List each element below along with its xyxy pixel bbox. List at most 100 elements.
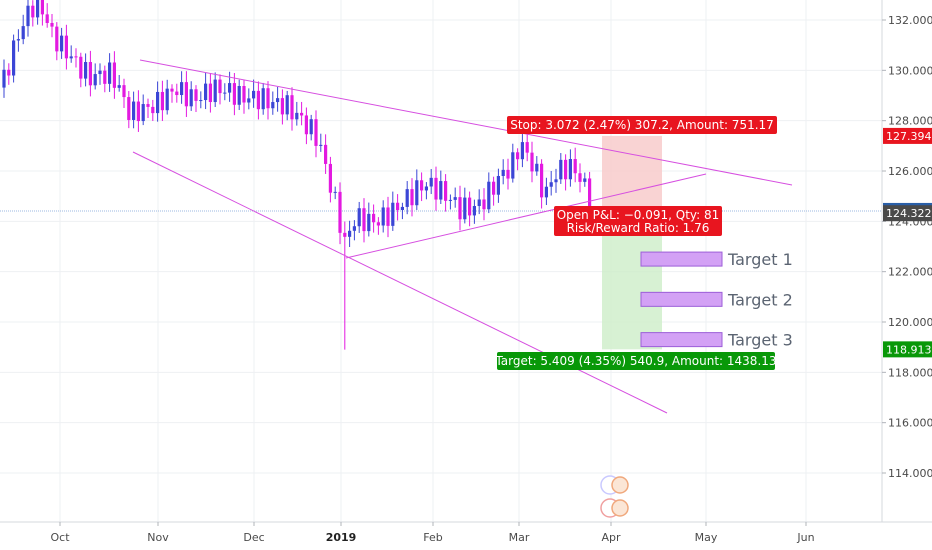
candle-body <box>160 91 164 111</box>
time-axis-bg <box>0 522 932 550</box>
price-badge-label: 124.322 <box>886 207 932 220</box>
target-boxes[interactable]: Target 1 Target 2 Target 3 <box>640 250 793 350</box>
target-box-2[interactable] <box>640 291 723 307</box>
candle-body <box>439 181 443 200</box>
candle-body <box>88 62 92 86</box>
time-tick-label: Oct <box>50 531 70 544</box>
candle-body <box>516 152 520 160</box>
candle-body <box>338 191 342 233</box>
stop-label-text: Stop: 3.072 (2.47%) 307.2, Amount: 751.1… <box>510 118 774 132</box>
event-icons[interactable] <box>600 475 629 518</box>
time-tick-label: 2019 <box>326 531 357 544</box>
candle-body <box>525 142 529 153</box>
candle-body <box>367 213 371 232</box>
candle-body <box>247 98 251 103</box>
candle-body <box>141 104 145 122</box>
candle-body <box>228 83 232 93</box>
candle-body <box>583 178 587 182</box>
candle-body <box>376 222 380 226</box>
candle-body <box>468 197 472 216</box>
price-badge-label: 127.394 <box>886 130 932 143</box>
price-badge <box>883 127 932 144</box>
stop-label-bg <box>507 116 777 134</box>
candle-body <box>300 112 304 116</box>
candle-body <box>410 189 414 206</box>
time-axis[interactable]: Oct Nov Dec 2019 Feb Mar Apr May Jun <box>0 521 932 550</box>
candle-body <box>434 177 438 200</box>
candle-body <box>304 115 308 135</box>
candle-body <box>295 112 299 120</box>
candle-body <box>444 181 448 201</box>
candle-body <box>127 97 131 120</box>
candle-body <box>352 226 356 231</box>
stop-zone <box>602 135 662 214</box>
candle-body <box>578 173 582 182</box>
target-label-bg <box>497 352 775 370</box>
candle-body <box>400 206 404 211</box>
price-axis-bg <box>882 0 932 522</box>
lower-trendline[interactable] <box>132 151 668 414</box>
candle-body <box>266 88 270 109</box>
open-pl-label-text: Risk/Reward Ratio: 1.76 <box>567 221 710 235</box>
candle-body <box>60 35 64 52</box>
candle-body <box>357 208 361 227</box>
candle-body <box>146 104 150 107</box>
time-tick-label: Dec <box>243 531 264 544</box>
candle-body <box>103 70 107 84</box>
candle-body <box>309 119 313 135</box>
candle-body <box>276 98 280 103</box>
candle-body <box>424 186 428 191</box>
candle-body <box>84 62 88 79</box>
candle-body <box>16 39 20 41</box>
price-tick-label: 128.000 <box>888 115 932 128</box>
time-tick-label: May <box>695 531 718 544</box>
candle-body <box>189 89 193 107</box>
candle-body <box>213 79 217 103</box>
position-labels: Stop: 3.072 (2.47%) 307.2, Amount: 751.1… <box>494 116 777 370</box>
candle-body <box>362 208 366 232</box>
candle-body <box>564 159 568 180</box>
candle-body <box>242 86 246 103</box>
candle-body <box>93 74 97 86</box>
candle-body <box>122 85 126 98</box>
candle-body <box>290 95 294 120</box>
candle-body <box>333 191 337 193</box>
candle-body <box>554 179 558 183</box>
candle-body <box>112 62 116 88</box>
candle-body <box>7 69 11 76</box>
upper-trendline[interactable] <box>139 59 793 186</box>
target-label-1: Target 1 <box>727 250 793 269</box>
dividend-event-icon[interactable] <box>611 476 629 494</box>
price-tick-label: 126.000 <box>888 165 932 178</box>
candle-body <box>396 202 400 211</box>
price-badge <box>883 205 932 222</box>
candles <box>2 0 592 350</box>
candle-body <box>180 82 184 96</box>
candle-body <box>540 163 544 198</box>
price-axis[interactable]: 132.000130.000128.000126.000124.000122.0… <box>881 0 932 522</box>
candle-body <box>285 95 289 115</box>
candle-body <box>429 177 433 187</box>
price-tick-label: 122.000 <box>888 266 932 279</box>
candle-body <box>31 5 35 18</box>
candle-body <box>199 100 203 102</box>
candle-body <box>21 26 25 40</box>
candle-body <box>194 89 198 101</box>
price-tick-label: 114.000 <box>888 467 932 480</box>
price-tick-label: 132.000 <box>888 14 932 27</box>
candle-body <box>415 180 419 206</box>
candle-body <box>588 178 592 217</box>
candle-body <box>261 88 265 110</box>
candle-body <box>218 79 222 94</box>
candle-body <box>151 106 155 114</box>
candle-body <box>117 85 121 88</box>
candle-body <box>405 189 409 207</box>
split-event-icon[interactable] <box>611 499 629 517</box>
candle-body <box>372 213 376 223</box>
support-trendline[interactable] <box>345 173 707 259</box>
candle-body <box>391 202 395 226</box>
candle-body <box>328 163 332 193</box>
target-box-3[interactable] <box>640 332 723 348</box>
target-box-1[interactable] <box>640 251 723 267</box>
